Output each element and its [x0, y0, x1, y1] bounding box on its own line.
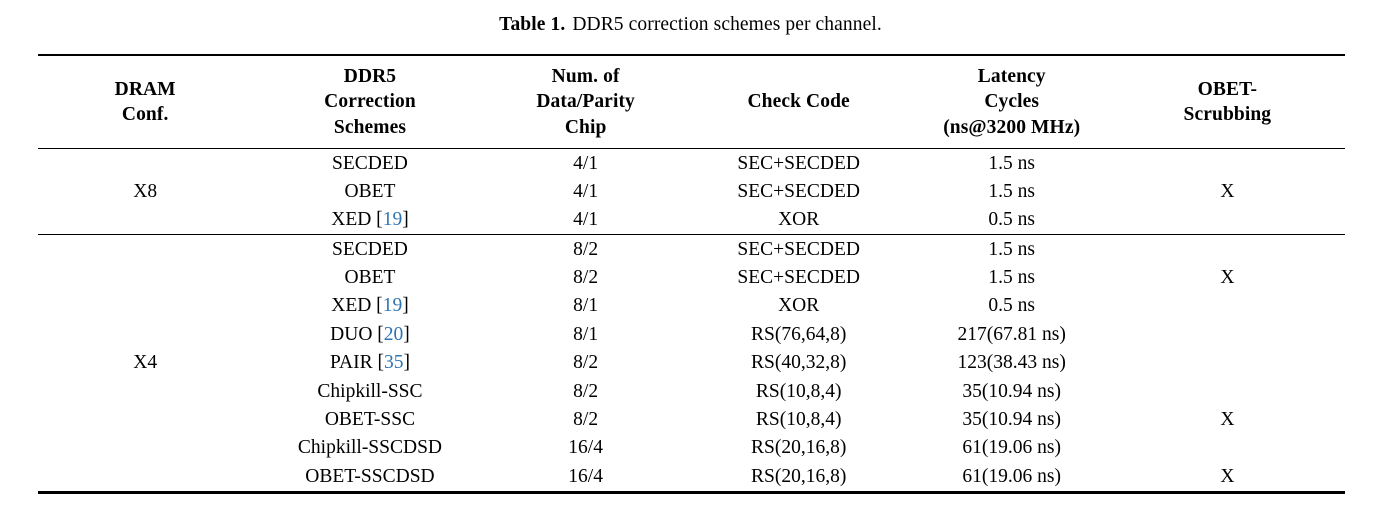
latency-cell: 1.5 ns	[913, 234, 1110, 264]
latency-cell: 1.5 ns	[988, 152, 1035, 174]
scheme-cell: OBET	[344, 180, 396, 202]
scheme-cell: OBET-SSC	[324, 409, 416, 431]
table-row: Chipkill-SSC 8/2 RS(10,8,4) 35(10.94 ns)	[38, 377, 1345, 405]
scheme-cell: XED [19]	[331, 295, 409, 317]
check-code-cell: RS(40,32,8)	[750, 352, 847, 374]
table-caption-label: Table 1.	[499, 14, 566, 35]
check-code-cell: RS(10,8,4)	[755, 409, 842, 431]
table-caption: Table 1. DDR5 correction schemes per chan…	[0, 0, 1381, 36]
scheme-cell: PAIR [35]	[329, 352, 410, 374]
dram-conf-cell: X8	[133, 180, 158, 202]
scheme-cell: SECDED	[252, 234, 488, 264]
chips-cell: 8/2	[573, 380, 599, 402]
chips-cell: 8/2	[573, 409, 599, 431]
latency-cell: 1.5 ns	[988, 267, 1035, 289]
check-code-cell: RS(10,8,4)	[755, 380, 842, 402]
header-correction-schemes: DDR5 Correction Schemes	[252, 55, 488, 150]
chips-cell: 8/2	[573, 267, 599, 289]
check-code-cell: XOR	[778, 295, 820, 317]
table-caption-text: DDR5 correction schemes per channel.	[572, 14, 882, 35]
table-row: OBET 8/2 SEC+SECDED 1.5 ns X	[38, 264, 1345, 292]
scheme-cell: DUO [20]	[330, 323, 410, 345]
table-row: OBET-SSCDSD 16/4 RS(20,16,8) 61(19.06 ns) X	[38, 462, 1345, 492]
chips-cell: 8/1	[573, 323, 599, 345]
scheme-cell: Chipkill-SSC	[317, 380, 423, 402]
obet-scrubbing-cell	[1110, 292, 1345, 320]
latency-cell: 61(19.06 ns)	[962, 437, 1061, 459]
scheme-cell: XED [19]	[331, 209, 409, 231]
obet-scrubbing-cell	[1110, 149, 1345, 178]
obet-scrubbing-cell: X	[1220, 267, 1235, 289]
chips-cell: 8/2	[487, 234, 684, 264]
check-code-cell: SEC+SECDED	[737, 267, 860, 289]
latency-cell: 35(10.94 ns)	[962, 380, 1061, 402]
table-row: XED [19] 8/1 XOR 0.5 ns	[38, 292, 1345, 320]
latency-cell: 0.5 ns	[988, 209, 1035, 231]
table-row: PAIR [35] 8/2 RS(40,32,8) 123(38.43 ns)	[38, 349, 1345, 377]
obet-scrubbing-cell: X	[1220, 409, 1235, 431]
check-code-cell: SEC+SECDED	[737, 180, 860, 202]
table-row: X4 SECDED 8/2 SEC+SECDED 1.5 ns	[38, 234, 1345, 493]
citation-link[interactable]: 19	[382, 209, 403, 231]
chips-cell: 4/1	[573, 152, 599, 174]
latency-cell: 0.5 ns	[988, 295, 1035, 317]
check-code-cell: SEC+SECDED	[683, 234, 914, 264]
table-row: DUO [20] 8/1 RS(76,64,8) 217(67.81 ns)	[38, 320, 1345, 348]
table-row: Chipkill-SSCDSD 16/4 RS(20,16,8) 61(19.06 n…	[38, 434, 1345, 462]
latency-cell: 217(67.81 ns)	[957, 323, 1066, 345]
chips-cell: 16/4	[568, 465, 603, 487]
chips-cell: 8/1	[573, 295, 599, 317]
latency-cell: 123(38.43 ns)	[957, 352, 1066, 374]
check-code-cell: SEC+SECDED	[737, 152, 860, 174]
citation-link[interactable]: 19	[382, 295, 403, 317]
header-check-code: Check Code	[683, 55, 914, 150]
obet-scrubbing-cell: X	[1220, 465, 1235, 487]
scheme-cell: SECDED	[332, 152, 408, 174]
latency-cell: 1.5 ns	[988, 180, 1035, 202]
ddr5-correction-schemes-table: DRAM Conf. DDR5 Correction Schemes Num. …	[38, 54, 1345, 494]
obet-scrubbing-cell: X	[1220, 180, 1235, 202]
scheme-cell: OBET	[344, 267, 396, 289]
chips-cell: 4/1	[573, 209, 599, 231]
obet-scrubbing-cell	[1110, 434, 1345, 462]
latency-cell: 61(19.06 ns)	[962, 465, 1061, 487]
table-row: XED [19] 4/1 XOR 0.5 ns	[38, 206, 1345, 235]
check-code-cell: RS(20,16,8)	[750, 437, 847, 459]
dram-conf-cell: X4	[38, 234, 253, 493]
table-row: X8 SECDED 4/1 SEC+SECDED 1.5 ns	[38, 149, 1345, 202]
check-code-cell: XOR	[778, 209, 820, 231]
header-num-data-parity-chip: Num. of Data/Parity Chip	[487, 55, 684, 150]
check-code-cell: RS(20,16,8)	[750, 465, 847, 487]
obet-scrubbing-cell	[1110, 206, 1345, 235]
chips-cell: 8/2	[573, 352, 599, 374]
header-latency-cycles: Latency Cycles (ns@3200 MHz)	[913, 55, 1110, 150]
obet-scrubbing-cell	[1109, 234, 1345, 264]
table-row: OBET 4/1 SEC+SECDED 1.5 ns X	[38, 177, 1345, 205]
citation-link[interactable]: 20	[383, 323, 404, 345]
obet-scrubbing-cell	[1110, 377, 1345, 405]
obet-scrubbing-cell	[1110, 349, 1345, 377]
header-row: DRAM Conf. DDR5 Correction Schemes Num. …	[38, 55, 1345, 150]
scheme-cell: OBET-SSCDSD	[305, 465, 435, 487]
latency-cell: 35(10.94 ns)	[962, 409, 1061, 431]
citation-link[interactable]: 35	[383, 352, 404, 374]
header-obet-scrubbing: OBET- Scrubbing	[1109, 55, 1345, 150]
chips-cell: 4/1	[573, 180, 599, 202]
table-row: OBET-SSC 8/2 RS(10,8,4) 35(10.94 ns) X	[38, 406, 1345, 434]
obet-scrubbing-cell	[1110, 320, 1345, 348]
chips-cell: 16/4	[568, 437, 603, 459]
scheme-cell: Chipkill-SSCDSD	[297, 437, 443, 459]
header-dram-conf: DRAM Conf.	[38, 55, 253, 150]
check-code-cell: RS(76,64,8)	[750, 323, 847, 345]
